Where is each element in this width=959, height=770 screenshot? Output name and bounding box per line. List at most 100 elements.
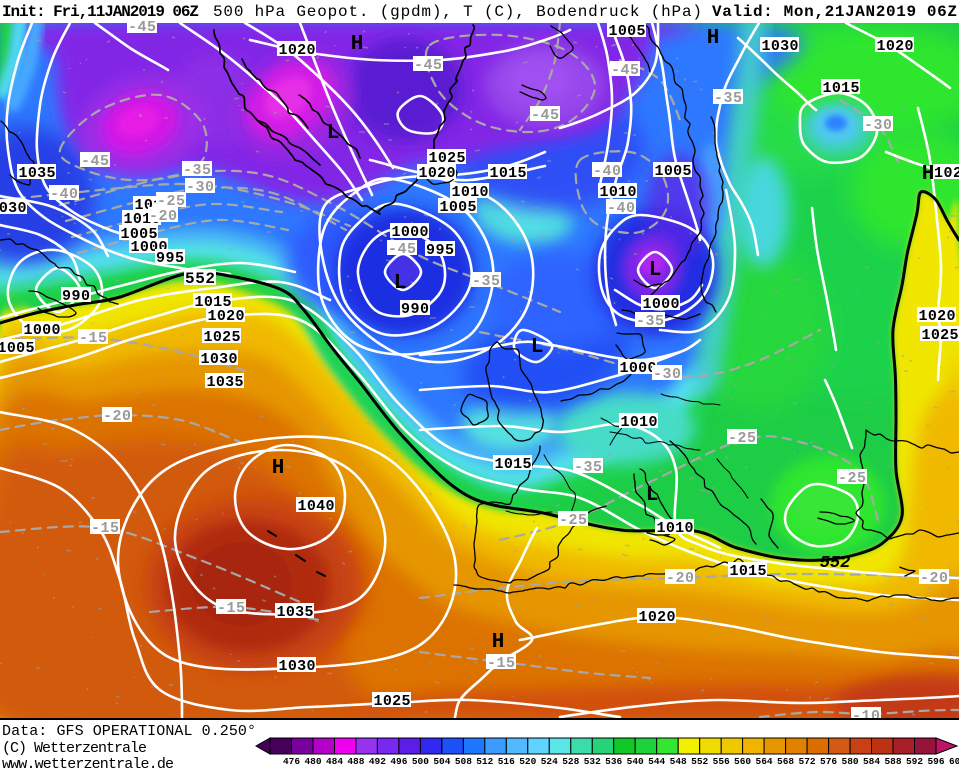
svg-text:504: 504: [433, 756, 450, 767]
svg-text:-35: -35: [714, 90, 742, 107]
svg-text:1000: 1000: [620, 360, 657, 377]
svg-text:-35: -35: [636, 313, 664, 330]
svg-text:520: 520: [519, 756, 536, 767]
svg-text:1030: 1030: [762, 38, 799, 55]
svg-text:H: H: [272, 457, 285, 480]
svg-text:528: 528: [562, 756, 579, 767]
svg-text:1020: 1020: [639, 609, 676, 626]
svg-text:-20: -20: [920, 570, 948, 587]
svg-text:1030: 1030: [0, 200, 27, 217]
svg-text:-35: -35: [183, 162, 211, 179]
svg-text:L: L: [327, 122, 340, 145]
svg-text:-25: -25: [838, 470, 866, 487]
svg-text:990: 990: [62, 288, 90, 305]
svg-text:512: 512: [476, 756, 493, 767]
svg-text:-45: -45: [81, 153, 109, 170]
svg-text:-25: -25: [157, 193, 185, 210]
svg-text:-45: -45: [388, 241, 416, 258]
svg-text:1005: 1005: [609, 23, 646, 40]
svg-text:-30: -30: [864, 117, 892, 134]
svg-text:572: 572: [799, 756, 816, 767]
svg-text:-20: -20: [666, 570, 694, 587]
svg-text:Valid: Mon,21JAN2019 06Z: Valid: Mon,21JAN2019 06Z: [712, 3, 957, 21]
svg-text:1020: 1020: [208, 308, 245, 325]
svg-text:995: 995: [156, 250, 184, 267]
svg-text:492: 492: [369, 756, 386, 767]
svg-text:-45: -45: [414, 57, 442, 74]
svg-text:-45: -45: [128, 19, 156, 36]
svg-text:1025: 1025: [922, 327, 959, 344]
svg-text:568: 568: [777, 756, 794, 767]
svg-text:480: 480: [304, 756, 321, 767]
svg-text:556: 556: [713, 756, 730, 767]
svg-text:990: 990: [401, 301, 429, 318]
svg-text:1010: 1010: [452, 184, 489, 201]
svg-text:588: 588: [884, 756, 901, 767]
svg-text:1025: 1025: [374, 693, 411, 710]
svg-text:560: 560: [734, 756, 751, 767]
svg-text:(C) Wetterzentrale: (C) Wetterzentrale: [2, 740, 147, 757]
svg-text:-45: -45: [531, 107, 559, 124]
svg-text:-35: -35: [472, 273, 500, 290]
svg-text:1000: 1000: [392, 224, 429, 241]
svg-text:1010: 1010: [657, 520, 694, 537]
svg-text:H: H: [351, 33, 364, 56]
svg-text:536: 536: [605, 756, 622, 767]
svg-text:600: 600: [949, 756, 959, 767]
svg-text:Data: GFS OPERATIONAL 0.250°: Data: GFS OPERATIONAL 0.250°: [2, 723, 256, 740]
svg-text:476: 476: [283, 756, 300, 767]
svg-text:500: 500: [412, 756, 429, 767]
svg-text:1035: 1035: [19, 165, 56, 182]
svg-text:552: 552: [820, 554, 851, 573]
svg-text:1015: 1015: [495, 456, 532, 473]
svg-text:L: L: [531, 336, 544, 359]
svg-text:1000: 1000: [24, 322, 61, 339]
svg-text:H: H: [707, 27, 720, 50]
svg-text:-20: -20: [149, 208, 177, 225]
svg-text:596: 596: [927, 756, 944, 767]
svg-text:1025: 1025: [429, 150, 466, 167]
svg-text:500 hPa Geopot. (gpdm), T (C),: 500 hPa Geopot. (gpdm), T (C), Bodendruc…: [213, 3, 702, 21]
svg-text:544: 544: [648, 756, 665, 767]
svg-text:592: 592: [906, 756, 923, 767]
svg-text:-30: -30: [653, 366, 681, 383]
svg-text:www.wetterzentrale.de: www.wetterzentrale.de: [2, 756, 174, 770]
svg-text:1010: 1010: [600, 184, 637, 201]
svg-text:1020: 1020: [419, 165, 456, 182]
svg-text:102: 102: [934, 165, 959, 182]
svg-text:1005: 1005: [0, 340, 35, 357]
svg-text:-15: -15: [217, 600, 245, 617]
svg-text:516: 516: [498, 756, 515, 767]
svg-text:H: H: [922, 163, 935, 186]
svg-text:496: 496: [390, 756, 407, 767]
svg-text:1030: 1030: [279, 658, 316, 675]
svg-text:-15: -15: [487, 655, 515, 672]
svg-text:1035: 1035: [277, 604, 314, 621]
svg-text:L: L: [649, 259, 662, 282]
svg-text:1035: 1035: [207, 374, 244, 391]
svg-text:548: 548: [670, 756, 687, 767]
svg-text:1015: 1015: [490, 165, 527, 182]
svg-text:-25: -25: [728, 430, 756, 447]
svg-text:1030: 1030: [201, 351, 238, 368]
svg-text:540: 540: [627, 756, 644, 767]
svg-text:1015: 1015: [823, 80, 860, 97]
svg-text:-15: -15: [91, 520, 119, 537]
svg-text:-30: -30: [186, 179, 214, 196]
svg-text:-40: -40: [593, 163, 621, 180]
svg-text:584: 584: [863, 756, 880, 767]
svg-text:1010: 1010: [621, 414, 658, 431]
svg-text:1020: 1020: [877, 38, 914, 55]
svg-text:-40: -40: [50, 186, 78, 203]
svg-text:1020: 1020: [279, 42, 316, 59]
svg-text:552: 552: [691, 756, 708, 767]
svg-text:L: L: [394, 272, 407, 295]
svg-text:484: 484: [326, 756, 343, 767]
svg-text:-45: -45: [611, 62, 639, 79]
svg-text:1005: 1005: [440, 199, 477, 216]
svg-text:1025: 1025: [204, 329, 241, 346]
svg-text:1015: 1015: [195, 294, 232, 311]
svg-text:564: 564: [756, 756, 773, 767]
svg-text:488: 488: [347, 756, 364, 767]
svg-text:580: 580: [842, 756, 859, 767]
